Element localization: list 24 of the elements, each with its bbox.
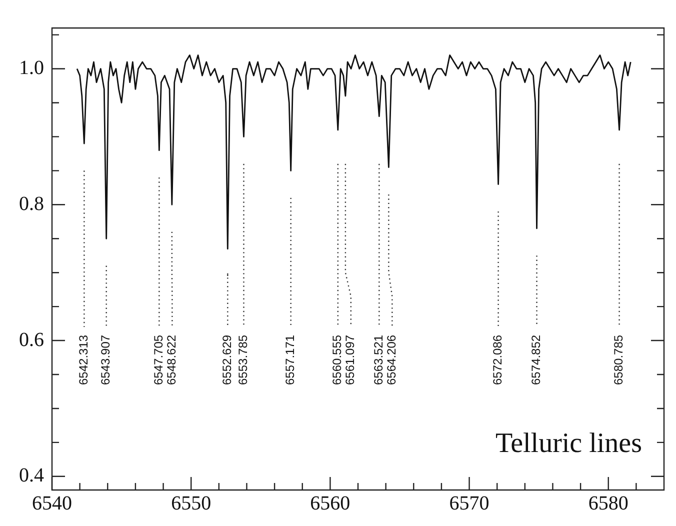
ref-line-label: 6572.086 [490,334,505,386]
ref-line-label: 6560.555 [330,334,344,386]
x-tick-label: 6540 [32,492,72,514]
ref-line-label: 6548.622 [164,334,178,386]
annotation: Telluric lines [495,428,642,459]
ref-line-label: 6552.629 [220,334,234,386]
ref-line-label: 6564.206 [384,334,398,386]
y-tick-label: 0.8 [19,192,44,215]
ref-line-label: 6561.097 [343,334,358,386]
x-tick-label: 6580 [588,492,628,514]
ref-line-label: 6580.785 [612,334,626,386]
y-tick-label: 1.0 [19,57,44,80]
ref-line-label: 6557.171 [283,334,298,386]
ref-line-label: 6553.785 [236,334,250,386]
x-tick-label: 6570 [449,492,490,514]
ref-line-label: 6563.521 [371,334,386,386]
ref-line-label: 6547.705 [151,334,166,386]
x-tick-label: 6560 [310,492,350,514]
x-tick-label: 6550 [171,492,212,514]
y-tick-label: 0.6 [19,328,44,351]
ref-line-label: 6542.313 [76,334,90,386]
y-tick-label: 0.4 [19,464,44,487]
ref-line-label: 6543.907 [98,334,113,386]
ref-line-label: 6574.852 [529,334,544,386]
